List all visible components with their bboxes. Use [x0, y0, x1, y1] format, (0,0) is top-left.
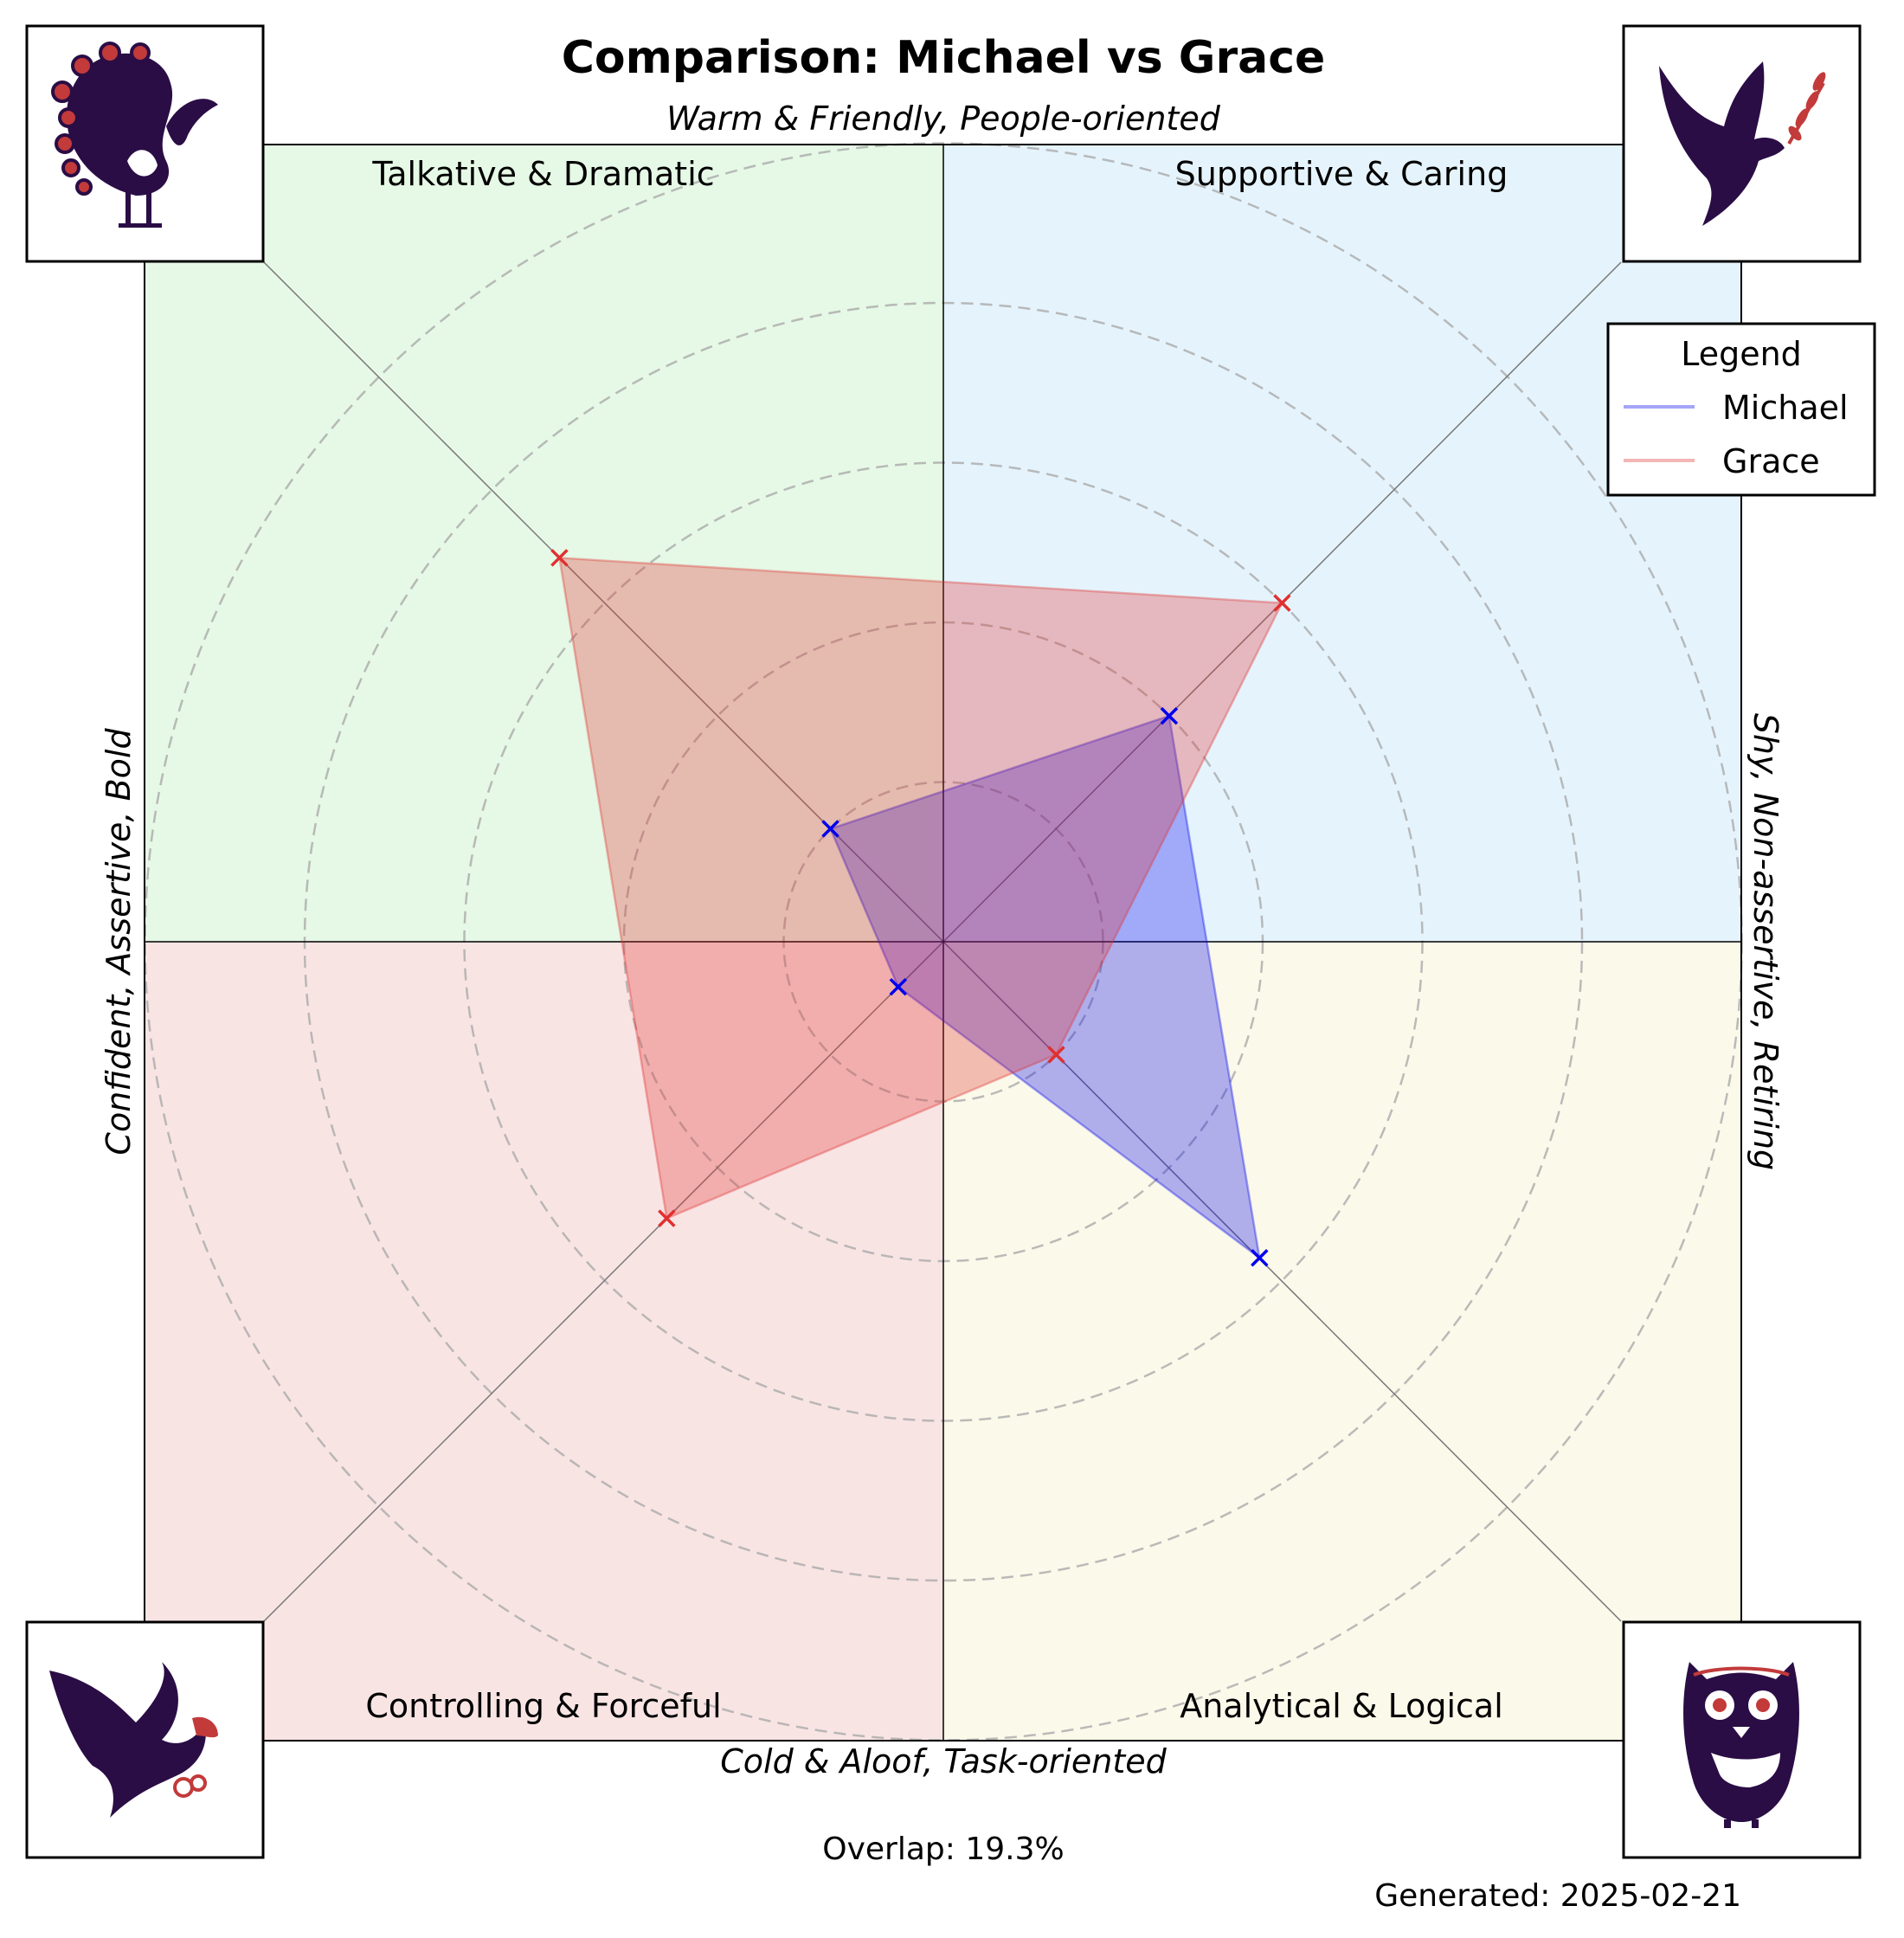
axis-label-left: Confident, Assertive, Bold: [100, 728, 138, 1156]
icon-box-peacock: [25, 24, 265, 263]
axis-label-top: Warm & Friendly, People-oriented: [666, 100, 1221, 138]
dove-icon: [1659, 61, 1826, 226]
legend-label-michael: Michael: [1722, 389, 1849, 427]
quadrant-label-talkative: Talkative & Dramatic: [371, 155, 714, 193]
legend-label-grace: Grace: [1722, 442, 1820, 480]
point-michael-3: [1251, 1249, 1269, 1267]
quadrant-label-controlling: Controlling & Forceful: [365, 1687, 721, 1725]
peacock-icon: [51, 42, 218, 228]
owl-icon: [1683, 1662, 1799, 1828]
point-michael-2: [889, 977, 908, 996]
axis-label-bottom: Cold & Aloof, Task-oriented: [720, 1742, 1167, 1780]
spoke-bottom-left: [263, 941, 944, 1622]
legend-title: Legend: [1681, 335, 1802, 373]
overlap-text: Overlap: 19.3%: [822, 1832, 1064, 1867]
quadrant-label-analytical: Analytical & Logical: [1180, 1687, 1503, 1725]
point-grace-2: [658, 1209, 676, 1227]
quadrant-label-supportive: Supportive & Caring: [1175, 155, 1508, 193]
icon-box-eagle: [25, 1620, 265, 1859]
radar-series: [550, 549, 1291, 1267]
point-michael-0: [1160, 706, 1179, 725]
point-grace-3: [1047, 1046, 1065, 1064]
point-michael-1: [821, 820, 839, 838]
chart-title: Comparison: Michael vs Grace: [562, 32, 1326, 84]
legend: Legend Michael Grace: [1606, 322, 1876, 497]
legend-box: [1606, 322, 1876, 497]
icon-box-owl: [1622, 1620, 1862, 1859]
icon-box-dove: [1622, 24, 1862, 263]
point-grace-1: [550, 549, 569, 567]
plot-frame: [144, 144, 1742, 1742]
point-grace-0: [1273, 594, 1291, 612]
eagle-icon: [49, 1662, 218, 1818]
generated-text: Generated: 2025-02-21: [1374, 1878, 1741, 1914]
axis-label-right: Shy, Non-assertive, Retiring: [1746, 713, 1785, 1170]
